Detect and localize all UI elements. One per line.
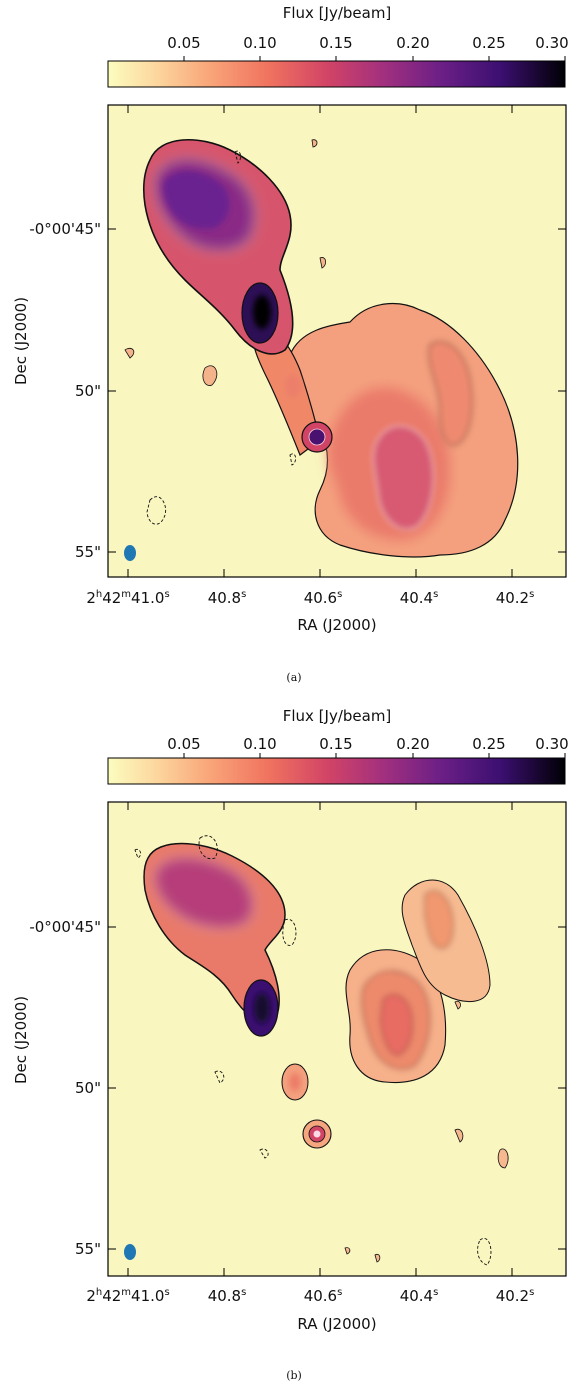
x-tick-label: 40.4s <box>400 589 439 607</box>
emission-a <box>124 138 519 558</box>
x-tick-labels-a: 2h42m41.0s 40.8s 40.6s 40.4s 40.2s <box>86 589 534 607</box>
positive-noise-a <box>124 139 326 386</box>
x-tick-label: 40.8s <box>208 589 247 607</box>
colorbar-tick-labels-b: 0.05 0.10 0.15 0.20 0.25 0.30 <box>167 735 568 753</box>
x-tick-label: 40.8s <box>208 1287 247 1305</box>
beam-ellipse-a <box>124 545 136 561</box>
x-tick-label: 40.2s <box>496 1287 535 1305</box>
plot-frame-a <box>107 104 567 578</box>
colorbar-tick-label: 0.20 <box>396 34 429 52</box>
x-tick-label: 40.2s <box>496 589 535 607</box>
negative-contours-b <box>134 835 492 1266</box>
caption-b: (b) <box>286 1369 302 1382</box>
y-axis-label-a: Dec (J2000) <box>12 297 30 385</box>
y-axis-label-b: Dec (J2000) <box>12 996 30 1084</box>
y-tick-labels-a: -0°00'45" 50" 55" <box>29 220 101 561</box>
colorbar-tick-label: 0.15 <box>319 735 352 753</box>
x-tick-label: 2h42m41.0s <box>86 589 169 607</box>
colorbar-tick-label: 0.25 <box>472 735 505 753</box>
plot-frame-b <box>107 801 567 1277</box>
colorbar-label-a: Flux [Jy/beam] <box>283 4 392 22</box>
colorbar-tick-label: 0.30 <box>535 34 568 52</box>
colorbar-ticks-b <box>183 753 566 758</box>
colorbar-tick-label: 0.10 <box>243 735 276 753</box>
colorbar-a <box>107 60 566 88</box>
x-tick-label: 40.6s <box>304 589 343 607</box>
colorbar-tick-label: 0.05 <box>167 34 200 52</box>
y-tick-labels-b: -0°00'45" 50" 55" <box>29 918 101 1258</box>
x-tick-label: 40.4s <box>400 1287 439 1305</box>
y-tick-label: -0°00'45" <box>29 918 101 936</box>
y-tick-label: 50" <box>75 1079 101 1097</box>
x-axis-label-b: RA (J2000) <box>297 1315 376 1333</box>
y-tick-label: -0°00'45" <box>29 220 101 238</box>
colorbar-ticks-a <box>183 56 566 61</box>
beam-ellipse-b <box>124 1244 136 1260</box>
axis-ticks-b <box>108 802 566 1276</box>
y-tick-label: 55" <box>75 543 101 561</box>
positive-noise-b <box>344 1000 509 1263</box>
colorbar-tick-labels-a: 0.05 0.10 0.15 0.20 0.25 0.30 <box>167 34 568 52</box>
x-tick-label: 40.6s <box>304 1287 343 1305</box>
colorbar-tick-label: 0.05 <box>167 735 200 753</box>
x-tick-label: 2h42m41.0s <box>86 1287 169 1305</box>
y-tick-label: 50" <box>75 382 101 400</box>
colorbar-tick-label: 0.15 <box>319 34 352 52</box>
x-tick-labels-b: 2h42m41.0s 40.8s 40.6s 40.4s 40.2s <box>86 1287 534 1305</box>
colorbar-tick-label: 0.20 <box>396 735 429 753</box>
colorbar-b <box>107 757 566 785</box>
caption-a: (a) <box>286 671 301 684</box>
emission-b <box>134 835 509 1266</box>
colorbar-tick-label: 0.10 <box>243 34 276 52</box>
y-tick-label: 55" <box>75 1240 101 1258</box>
colorbar-tick-label: 0.25 <box>472 34 505 52</box>
negative-contours-a <box>146 150 297 525</box>
x-axis-label-a: RA (J2000) <box>297 616 376 634</box>
colorbar-tick-label: 0.30 <box>535 735 568 753</box>
panel-b: Flux [Jy/beam] 0.05 0.10 0.15 0.20 0.25 … <box>12 707 569 1382</box>
axis-ticks-a <box>108 105 566 577</box>
panel-a: Flux [Jy/beam] 0.05 0.10 0.15 0.20 0.25 … <box>12 4 569 684</box>
colorbar-label-b: Flux [Jy/beam] <box>283 707 392 725</box>
